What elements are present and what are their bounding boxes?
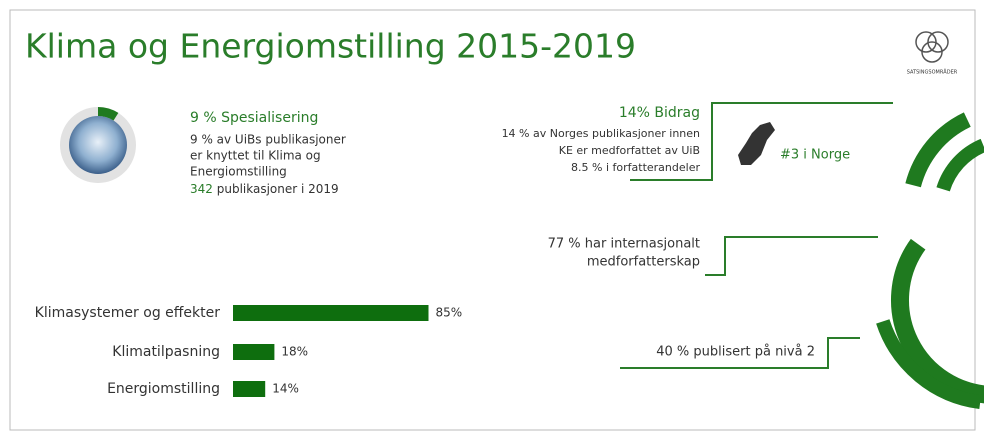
spec-count-label: publikasjoner i 2019 [217,182,339,196]
contrib-line: 8.5 % i forfatterandeler [571,161,700,174]
spec-line: er knyttet til Klima og [190,149,321,163]
spec-line: Energiomstilling [190,165,287,179]
donut-share [97,107,119,121]
bar-value-label: 18% [281,345,308,359]
bar [233,381,266,397]
connector [620,337,860,369]
intl-line: 77 % har internasjonalt [548,237,700,252]
bar-label: Energiomstilling [107,381,220,397]
logo-text: SATSINGSOMRÅDER [907,69,958,76]
bar-value-label: 14% [272,382,299,396]
contrib-heading: 14% Bidrag [619,105,700,121]
slide-title: Klima og Energiomstilling 2015-2019 [25,27,636,66]
contrib-line: 14 % av Norges publikasjoner innen [502,127,700,140]
level2-text: 40 % publisert på nivå 2 [656,345,815,360]
slide-frame [9,9,976,431]
spec-count-line: 342 publikasjoner i 2019 [190,182,339,196]
bar-label: Klimasystemer og effekter [35,305,221,321]
contribution-arc-inner [936,138,984,192]
bar [233,344,275,360]
intl-line: medforfatterskap [587,255,700,270]
level2-arc [876,319,982,410]
contribution-arc [905,112,971,188]
spec-count: 342 [190,182,213,196]
bar-value-label: 85% [436,306,463,320]
bar-label: Klimatilpasning [112,344,220,360]
connector [630,102,893,181]
donut-image [69,116,127,174]
contrib-rank: #3 i Norge [780,148,850,163]
connector [705,236,878,276]
spec-heading: 9 % Spesialisering [190,110,318,126]
international-arc [891,238,984,404]
norway-map [738,122,775,165]
contrib-line: KE er medforfattet av UiB [559,144,700,157]
logo: SATSINGSOMRÅDER [907,31,958,76]
bar [233,305,429,321]
spec-line: 9 % av UiBs publikasjoner [190,133,346,147]
